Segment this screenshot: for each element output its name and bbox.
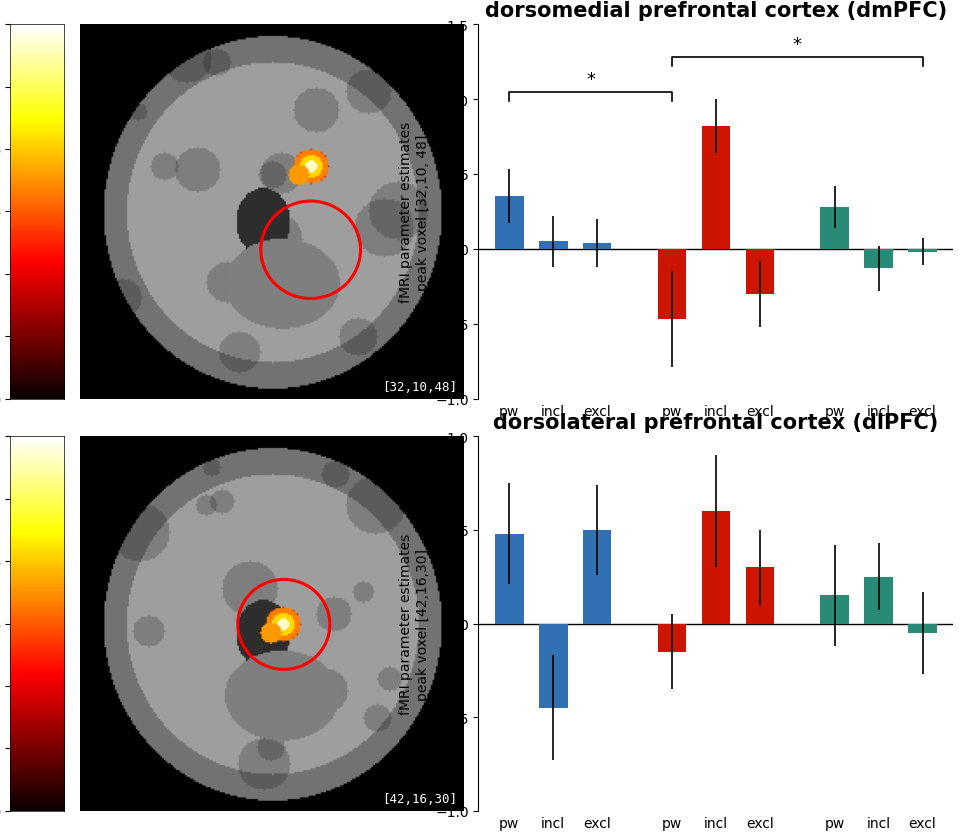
Bar bbox=[702, 512, 730, 624]
Text: BPD: BPD bbox=[696, 459, 735, 477]
Text: [32,10,48]: [32,10,48] bbox=[382, 380, 457, 393]
Bar bbox=[820, 596, 849, 624]
Y-axis label: fMRI parameter estimates
peak voxel [32,10, 48]: fMRI parameter estimates peak voxel [32,… bbox=[400, 122, 429, 303]
Bar bbox=[658, 624, 687, 652]
Bar bbox=[495, 197, 524, 250]
Bar bbox=[908, 250, 937, 252]
Title: dorsolateral prefrontal cortex (dlPFC): dorsolateral prefrontal cortex (dlPFC) bbox=[493, 412, 939, 432]
Bar bbox=[495, 534, 524, 624]
Text: MD: MD bbox=[864, 459, 894, 477]
Bar bbox=[908, 624, 937, 633]
Bar bbox=[583, 530, 612, 624]
Bar bbox=[745, 568, 774, 624]
Bar bbox=[820, 207, 849, 250]
Bar bbox=[539, 624, 567, 708]
Bar bbox=[702, 127, 730, 250]
Text: [42,16,30]: [42,16,30] bbox=[382, 792, 457, 805]
Y-axis label: fMRI parameter estimates
peak voxel [42,16,30]: fMRI parameter estimates peak voxel [42,… bbox=[400, 533, 429, 714]
Bar bbox=[865, 250, 893, 269]
Bar bbox=[539, 242, 567, 250]
Title: dorsomedial prefrontal cortex (dmPFC): dorsomedial prefrontal cortex (dmPFC) bbox=[484, 1, 947, 21]
Bar bbox=[745, 250, 774, 294]
Bar bbox=[658, 250, 687, 320]
Bar bbox=[865, 577, 893, 624]
Bar bbox=[583, 243, 612, 250]
Text: HC: HC bbox=[540, 459, 566, 477]
Text: *: * bbox=[793, 36, 802, 54]
Text: *: * bbox=[586, 71, 595, 89]
